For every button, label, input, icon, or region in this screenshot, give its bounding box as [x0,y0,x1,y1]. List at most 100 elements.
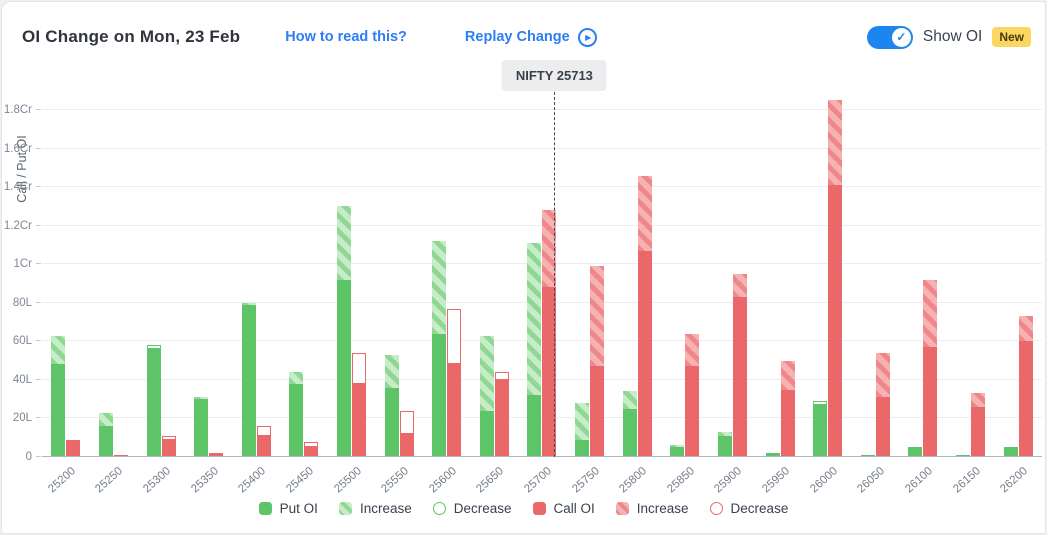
x-tick-label: 25800 [617,465,650,496]
put-bar-26100[interactable] [908,447,923,457]
strike-group-26100 [899,94,947,457]
call-bar-26000[interactable] [828,100,843,457]
call-bar-25800[interactable] [637,175,652,457]
y-tick-label: 1.8Cr [3,103,32,116]
put-solid-segment [432,333,447,457]
legend-label: Call OI [553,501,595,516]
x-tick-label: 25300 [141,465,174,496]
gridline [42,340,1042,342]
y-tick-label: 1Cr [13,258,32,271]
put-bar-25750[interactable] [575,403,590,457]
legend-label: Increase [636,501,689,516]
call-bar-25200[interactable] [66,439,81,457]
call-bar-25650[interactable] [494,372,509,457]
x-tick-label: 26000 [807,465,840,496]
page-title: OI Change on Mon, 23 Feb [22,27,241,46]
call-decrease-segment [494,372,509,380]
call-solid-segment [923,347,938,457]
put-bar-25450[interactable] [289,372,304,457]
put-bar-25700[interactable] [527,243,542,457]
x-tick-label: 25650 [474,465,507,496]
put-increase-segment [98,412,113,427]
put-bar-25500[interactable] [337,206,351,457]
replay-change-button[interactable]: Replay Change ▶ [465,27,597,47]
call-decrease-segment [66,439,81,442]
call-solid-segment [828,185,843,457]
call-bar-25850[interactable] [685,333,700,457]
put-bar-25350[interactable] [194,397,209,457]
call-bar-25750[interactable] [590,266,605,457]
call-solid-segment [304,447,319,457]
put-bar-25300[interactable] [146,345,161,457]
put-increase-segment [670,445,685,448]
strike-group-25350 [185,94,233,457]
put-bar-25250[interactable] [98,412,113,457]
show-oi-toggle[interactable]: ✓ [866,25,913,49]
legend-item-put-solid[interactable]: Put OI [258,501,318,516]
y-tick-mark [36,147,41,149]
legend-item-put-decrease[interactable]: Decrease [432,501,512,516]
y-tick-mark [36,224,41,226]
call-bar-25700[interactable] [542,210,557,457]
legend-item-call-increase[interactable]: Increase [615,501,689,516]
y-tick-mark [36,340,41,342]
call-bar-26200[interactable] [1018,316,1033,457]
put-bar-25850[interactable] [670,445,685,457]
put-bar-25800[interactable] [622,391,637,457]
x-axis-line [42,455,1042,457]
call-bar-26100[interactable] [923,279,938,457]
call-bar-26050[interactable] [875,352,890,457]
call-solid-segment [637,250,652,457]
chart-legend: Put OI Increase Decrease Call OI Increase Dec… [2,501,1045,516]
put-solid-segment [194,399,209,457]
call-bar-25550[interactable] [399,410,414,457]
put-bar-25900[interactable] [717,431,732,457]
put-bar-26000[interactable] [813,401,828,457]
put-increase-segment [289,372,304,384]
call-increase-segment [923,279,938,348]
put-bar-25200[interactable] [51,335,66,457]
put-solid-segment [717,435,732,457]
how-to-read-link[interactable]: How to read this? [285,29,407,45]
call-bar-25900[interactable] [732,273,747,457]
put-bar-25600[interactable] [432,241,447,457]
call-bar-26150[interactable] [971,393,986,457]
put-decrease-segment [813,401,828,405]
call-bar-25950[interactable] [780,360,795,457]
call-bar-25500[interactable] [352,352,366,457]
legend-item-call-decrease[interactable]: Decrease [709,501,788,516]
x-tick-label: 25450 [284,465,316,496]
strike-group-25400 [232,94,280,457]
strike-group-26150 [947,94,995,457]
put-bar-25950[interactable] [765,453,780,457]
call-bar-25350[interactable] [209,453,224,457]
put-solid-segment [146,349,161,457]
call-solid-segment [66,441,81,457]
call-solid-segment [494,379,509,457]
put-bar-25550[interactable] [384,354,399,457]
call-bar-25600[interactable] [447,308,462,457]
put-bar-26200[interactable] [1003,447,1018,457]
legend-item-put-increase[interactable]: Increase [338,501,412,516]
play-icon[interactable]: ▶ [577,27,597,47]
x-tick-label: 25200 [46,465,78,496]
call-decrease-segment [161,435,176,440]
put-solid-segment [765,453,780,457]
gridline [42,378,1042,380]
strike-group-25750 [566,94,614,457]
put-bar-25400[interactable] [241,302,256,457]
put-increase-segment [575,403,590,440]
legend-item-call-solid[interactable]: Call OI [532,501,595,516]
call-bar-25400[interactable] [256,426,271,457]
call-increase-segment [828,100,843,186]
toggle-check-icon: ✓ [891,27,911,47]
call-bar-25300[interactable] [161,435,176,457]
spot-price-label: NIFTY 25713 [501,60,607,91]
put-bar-25650[interactable] [479,335,494,457]
strike-group-25300 [137,94,185,457]
call-solid-segment [447,364,462,457]
call-bar-25450[interactable] [304,441,319,457]
put-decrease-swatch-icon [432,502,446,515]
put-increase-segment [432,241,447,334]
put-solid-segment [241,304,256,457]
